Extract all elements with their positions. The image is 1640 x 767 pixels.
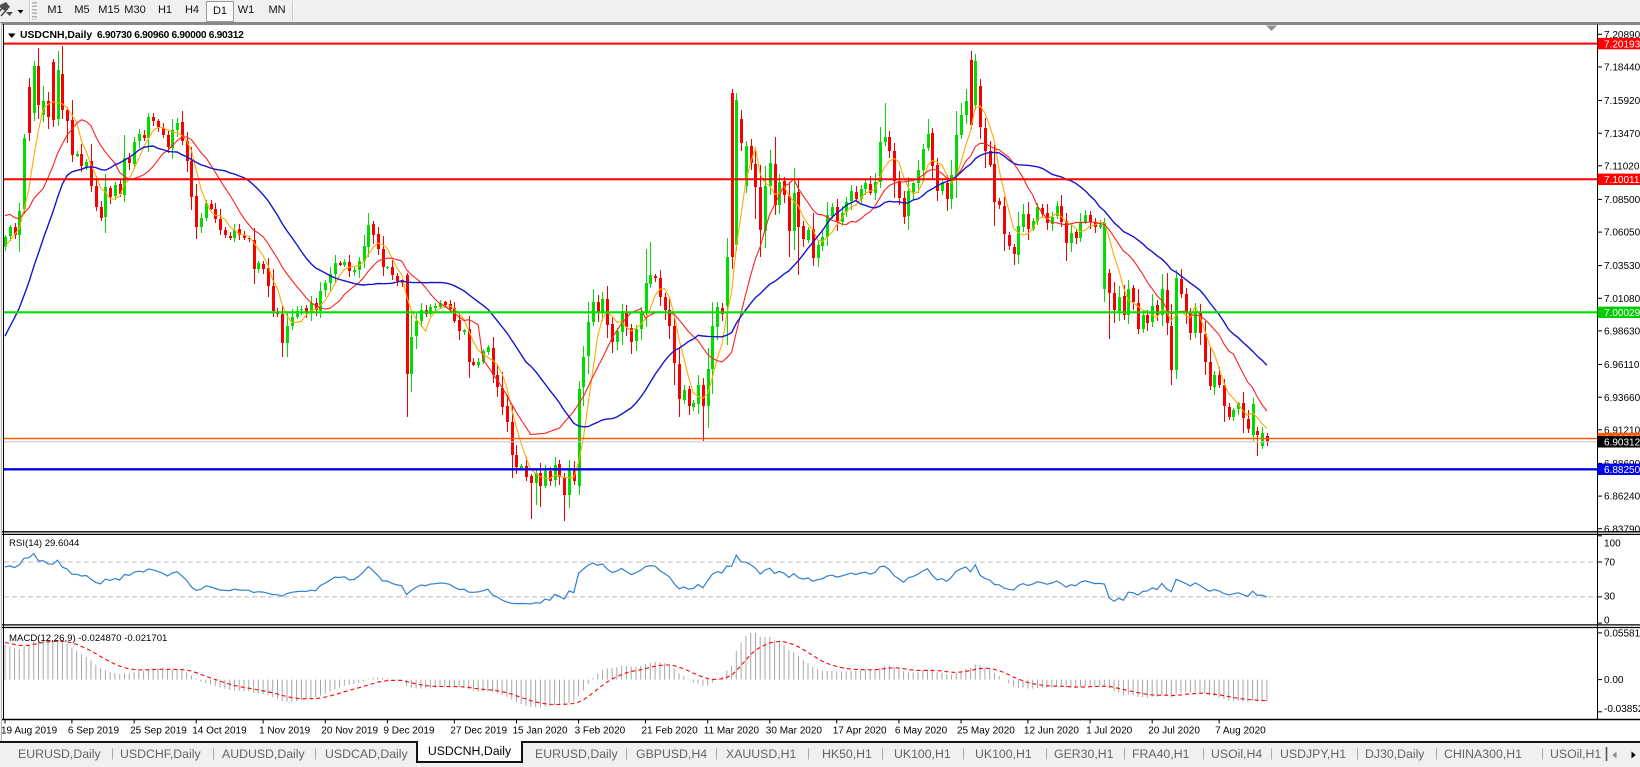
- svg-text:17 Apr 2020: 17 Apr 2020: [833, 726, 887, 737]
- svg-text:-0.038524: -0.038524: [1604, 704, 1640, 715]
- svg-text:7.08500: 7.08500: [1604, 195, 1640, 206]
- svg-text:6.93660: 6.93660: [1604, 393, 1640, 404]
- svg-text:7.01080: 7.01080: [1604, 294, 1640, 305]
- svg-text:30: 30: [1604, 591, 1616, 602]
- svg-text:14 Oct 2019: 14 Oct 2019: [192, 726, 247, 737]
- svg-text:1 Jul 2020: 1 Jul 2020: [1086, 726, 1133, 737]
- svg-text:6.90312: 6.90312: [1604, 438, 1640, 449]
- svg-text:9 Dec 2019: 9 Dec 2019: [383, 726, 435, 737]
- svg-text:6.98630: 6.98630: [1604, 327, 1640, 338]
- svg-text:6.96110: 6.96110: [1604, 360, 1640, 371]
- svg-text:6.83790: 6.83790: [1604, 524, 1640, 535]
- svg-text:6.86240: 6.86240: [1604, 492, 1640, 503]
- svg-text:6.88250: 6.88250: [1604, 465, 1640, 476]
- svg-text:RSI(14) 29.6044: RSI(14) 29.6044: [9, 538, 80, 549]
- svg-text:7.06050: 7.06050: [1604, 228, 1640, 239]
- svg-text:7.00029: 7.00029: [1604, 308, 1640, 319]
- svg-text:USDCNH,Daily: USDCNH,Daily: [20, 30, 92, 41]
- svg-text:21 Feb 2020: 21 Feb 2020: [642, 726, 699, 737]
- svg-text:12 Jun 2020: 12 Jun 2020: [1024, 726, 1079, 737]
- svg-text:MACD(12,26,9) -0.024870 -0.021: MACD(12,26,9) -0.024870 -0.021701: [9, 633, 167, 644]
- svg-text:0: 0: [1604, 616, 1610, 627]
- svg-text:7.11020: 7.11020: [1604, 161, 1640, 172]
- svg-text:6 May 2020: 6 May 2020: [895, 726, 948, 737]
- svg-text:6 Sep 2019: 6 Sep 2019: [68, 726, 120, 737]
- svg-text:30 Mar 2020: 30 Mar 2020: [766, 726, 823, 737]
- svg-text:7.03530: 7.03530: [1604, 261, 1640, 272]
- svg-text:1 Nov 2019: 1 Nov 2019: [259, 726, 311, 737]
- svg-text:0.00: 0.00: [1604, 675, 1624, 686]
- svg-text:6.90730 6.90960 6.90000 6.9031: 6.90730 6.90960 6.90000 6.90312: [97, 30, 244, 41]
- svg-text:11 Mar 2020: 11 Mar 2020: [704, 726, 760, 737]
- svg-text:15 Jan 2020: 15 Jan 2020: [513, 726, 568, 737]
- svg-text:20 Nov 2019: 20 Nov 2019: [321, 726, 378, 737]
- svg-text:3 Feb 2020: 3 Feb 2020: [575, 726, 626, 737]
- svg-text:7.20193: 7.20193: [1604, 39, 1640, 50]
- svg-text:70: 70: [1604, 558, 1616, 569]
- svg-text:25 May 2020: 25 May 2020: [957, 726, 1015, 737]
- svg-text:0.05581: 0.05581: [1604, 628, 1640, 639]
- svg-text:27 Dec 2019: 27 Dec 2019: [450, 726, 507, 737]
- svg-text:25 Sep 2019: 25 Sep 2019: [130, 726, 187, 737]
- svg-text:20 Jul 2020: 20 Jul 2020: [1148, 726, 1200, 737]
- svg-text:7.15920: 7.15920: [1604, 96, 1640, 107]
- svg-text:100: 100: [1604, 538, 1621, 549]
- svg-text:7.13470: 7.13470: [1604, 129, 1640, 140]
- svg-text:7.10011: 7.10011: [1604, 175, 1640, 186]
- svg-text:7.18440: 7.18440: [1604, 63, 1640, 74]
- svg-text:19 Aug 2019: 19 Aug 2019: [1, 726, 58, 737]
- svg-text:7 Aug 2020: 7 Aug 2020: [1215, 726, 1266, 737]
